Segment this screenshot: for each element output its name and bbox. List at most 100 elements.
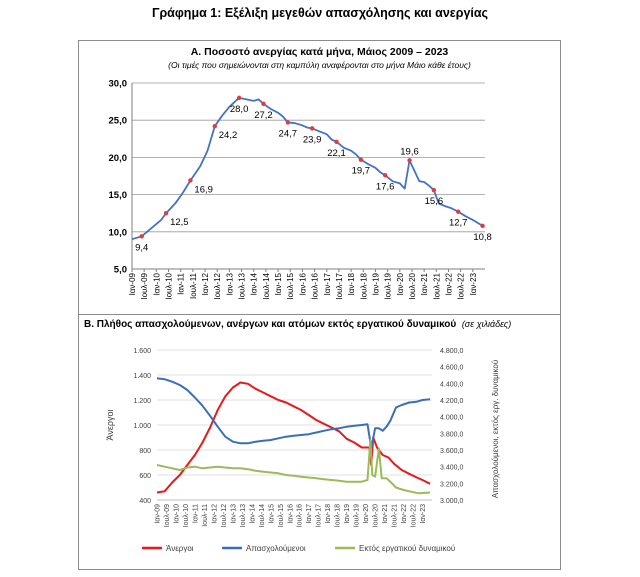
x-tick-label-b: Ιαν-19 — [344, 504, 351, 524]
x-tick-label-b: Ιαν-13 — [230, 504, 237, 524]
legend-label: Εκτός εργατικού δυναμικού — [359, 544, 455, 553]
legend-label: Απασχολούμενοι — [246, 544, 306, 553]
x-tick-label-a: Ιαν-14 — [250, 272, 259, 295]
x-tick-label-a: Ιουλ-17 — [335, 272, 344, 299]
y-tick-label-right: 3.800,0 — [440, 431, 463, 438]
y-tick-label-left: 1.200 — [133, 398, 151, 405]
page-title: Γράφημα 1: Εξέλιξη μεγεθών απασχόλησης κ… — [151, 6, 489, 20]
data-point-marker — [139, 234, 144, 239]
y-tick-label-left: 1.600 — [133, 348, 151, 355]
data-label: 24,7 — [279, 128, 298, 139]
y-tick-label-left: 800 — [139, 448, 151, 455]
data-label: 27,2 — [254, 110, 273, 121]
data-point-marker — [334, 139, 339, 144]
series-line-right — [156, 377, 431, 450]
y-tick-label-right: 3.600,0 — [440, 448, 463, 455]
x-tick-label-a: Ιουλ-13 — [238, 272, 247, 299]
x-tick-label-b: Ιαν-23 — [420, 504, 427, 524]
data-point-marker — [382, 173, 388, 178]
x-tick-label-b: Ιουλ-15 — [278, 504, 285, 527]
y-tick-label-right: 4.600,0 — [440, 365, 463, 372]
y-axis-label-right: Απασχολούμενοι, εκτός εργ. δυναμικού — [491, 360, 500, 499]
data-point-marker — [431, 187, 437, 193]
x-tick-label-b: Ιαν-12 — [211, 504, 218, 524]
x-tick-label-a: Ιαν-11 — [177, 272, 186, 294]
data-label: 28,0 — [230, 104, 249, 115]
data-point-marker — [456, 209, 461, 214]
y-tick-label-right: 3.000,0 — [440, 498, 463, 505]
x-tick-label-a: Ιουλ-14 — [262, 272, 271, 299]
x-tick-label-b: Ιαν-14 — [249, 504, 256, 524]
x-tick-label-b: Ιαν-15 — [268, 504, 275, 524]
y-tick-label-left: 1.400 — [133, 373, 151, 380]
series-line-right — [156, 439, 431, 495]
data-point-marker — [407, 158, 412, 163]
y-tick-label-left: 1.000 — [133, 423, 151, 430]
y-tick-label-left: 600 — [139, 473, 151, 480]
data-label: 17,6 — [376, 181, 395, 192]
x-tick-label-b: Ιαν-11 — [192, 504, 199, 523]
x-tick-label-a: Ιαν-21 — [420, 272, 429, 295]
chart-a-title: Α. Ποσοστό ανεργίας κατά μήνα, Μάιος 200… — [190, 46, 449, 58]
x-tick-label-b: Ιουλ-12 — [221, 504, 228, 527]
series-line-left — [156, 381, 431, 494]
data-point-marker — [261, 101, 266, 107]
x-tick-label-a: Ιαν-09 — [128, 272, 137, 295]
chart-b-title: Β. Πλήθος απασχολούμενων, ανέργων και ατ… — [84, 319, 554, 330]
x-tick-label-b: Ιαν-10 — [173, 504, 180, 524]
x-tick-label-b: Ιαν-09 — [155, 504, 162, 524]
chart-a-subtitle: (Οι τιμές που σημειώνονται στη καμπύλη α… — [168, 60, 471, 70]
x-tick-label-b: Ιαν-20 — [363, 504, 370, 524]
figure-frame — [78, 40, 561, 570]
data-point-marker — [163, 211, 169, 216]
x-tick-label-a: Ιαν-20 — [396, 272, 405, 295]
x-tick-label-a: Ιουλ-18 — [359, 272, 368, 299]
x-tick-label-b: Ιουλ-22 — [411, 504, 418, 527]
x-tick-label-b: Ιαν-17 — [306, 504, 313, 524]
data-label: 19,6 — [400, 146, 419, 157]
x-tick-label-a: Ιαν-12 — [201, 272, 210, 295]
data-label: 23,9 — [303, 134, 322, 145]
x-tick-label-b: Ιουλ-19 — [354, 504, 361, 527]
x-tick-label-b: Ιαν-22 — [401, 504, 408, 524]
x-tick-label-b: Ιουλ-14 — [259, 504, 266, 527]
x-tick-label-a: Ιουλ-16 — [311, 272, 320, 299]
data-point-marker — [212, 123, 217, 129]
y-tick-label-right: 4.800,0 — [440, 348, 463, 355]
x-tick-label-a: Ιαν-18 — [347, 272, 356, 295]
x-tick-label-b: Ιαν-18 — [325, 504, 332, 524]
y-tick-label-right: 4.400,0 — [440, 381, 463, 388]
data-label: 12,7 — [449, 218, 468, 229]
data-point-marker — [236, 95, 242, 101]
y-tick-label-right: 3.400,0 — [440, 465, 463, 472]
x-tick-label-a: Ιαν-15 — [274, 272, 283, 295]
x-tick-label-a: Ιαν-13 — [225, 272, 234, 295]
chart-b-title-text: Β. Πλήθος απασχολούμενων, ανέργων και ατ… — [84, 319, 457, 330]
x-tick-label-a: Ιουλ-12 — [213, 272, 222, 299]
data-label: 15,6 — [425, 196, 444, 207]
x-tick-label-b: Ιουλ-16 — [297, 504, 304, 527]
y-tick-label-a: 5,0 — [114, 265, 127, 276]
x-tick-label-b: Ιουλ-20 — [373, 504, 380, 527]
data-label: 24,2 — [219, 130, 238, 141]
x-tick-label-a: Ιαν-22 — [444, 272, 453, 295]
x-tick-label-a: Ιαν-10 — [152, 272, 161, 295]
x-tick-label-b: Ιουλ-13 — [240, 504, 247, 527]
data-point-marker — [309, 126, 315, 131]
x-tick-label-a: Ιαν-17 — [323, 272, 332, 295]
data-label: 22,1 — [327, 148, 346, 159]
x-tick-label-a: Ιουλ-11 — [189, 272, 198, 299]
y-tick-label-left: 400 — [139, 498, 151, 505]
y-tick-label-right: 3.200,0 — [440, 481, 463, 488]
y-tick-label-right: 4.000,0 — [440, 415, 463, 422]
panel-divider — [78, 314, 561, 315]
y-tick-label-right: 4.200,0 — [440, 398, 463, 405]
data-label: 9,4 — [135, 242, 148, 253]
data-label: 16,9 — [194, 184, 213, 195]
data-label: 19,7 — [352, 166, 371, 177]
x-tick-label-a: Ιουλ-10 — [165, 272, 174, 299]
x-tick-label-a: Ιαν-16 — [298, 272, 307, 295]
x-tick-label-b: Ιουλ-10 — [183, 504, 190, 527]
data-label: 10,8 — [473, 232, 492, 243]
